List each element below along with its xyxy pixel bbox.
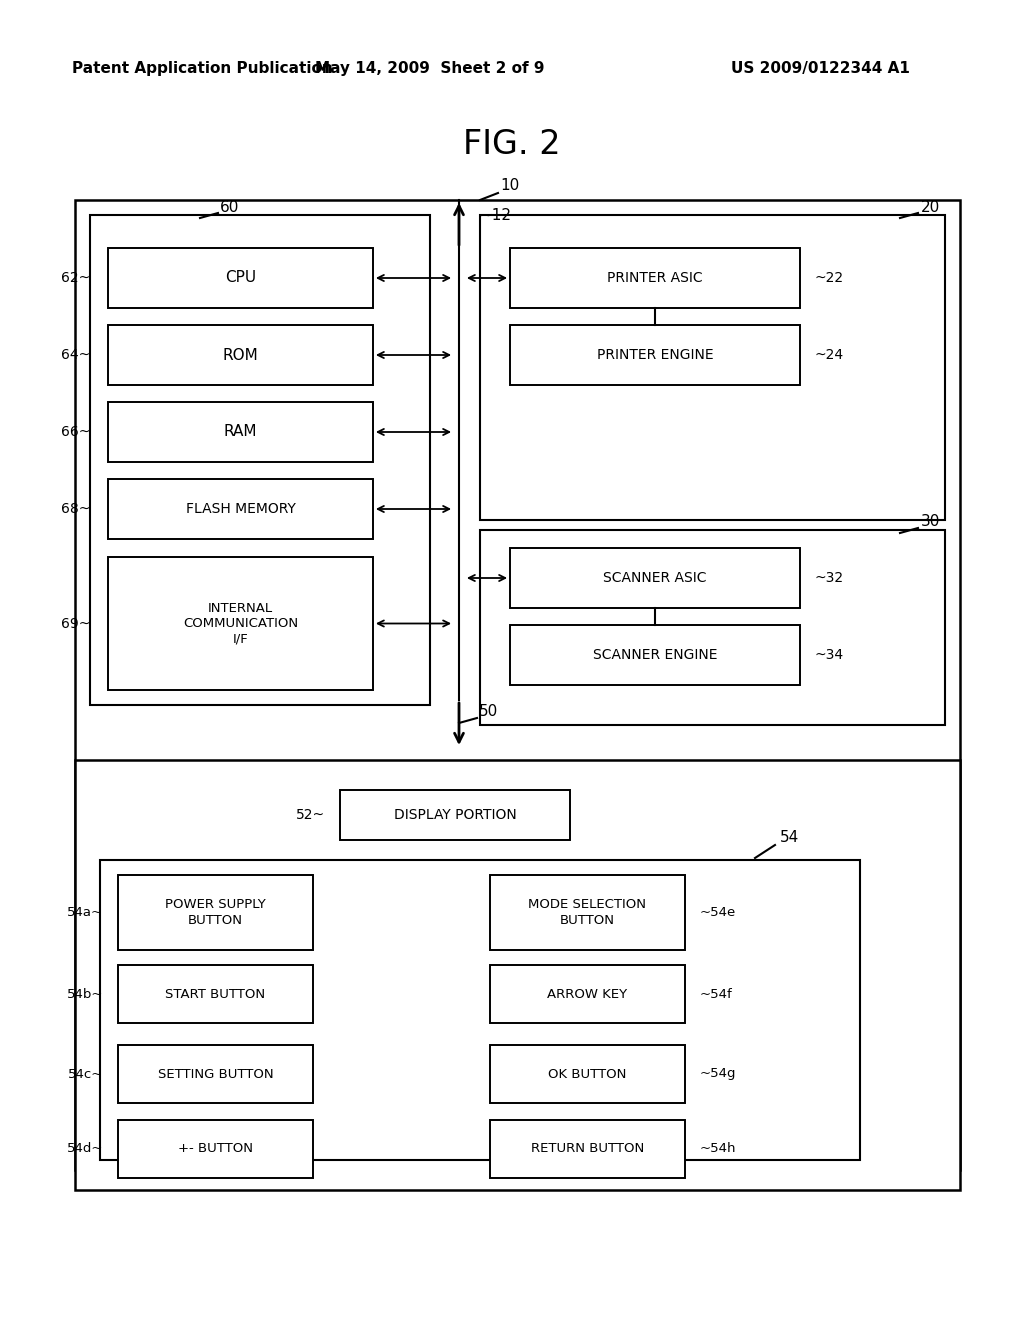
Bar [90, 215, 430, 705]
Text: OK BUTTON: OK BUTTON [548, 1068, 627, 1081]
Text: ~54e: ~54e [700, 906, 736, 919]
Text: POWER SUPPLY
BUTTON: POWER SUPPLY BUTTON [165, 899, 266, 927]
Text: 54: 54 [780, 830, 800, 846]
Text: 68~: 68~ [60, 502, 90, 516]
Text: RETURN BUTTON: RETURN BUTTON [530, 1143, 644, 1155]
Bar [510, 624, 800, 685]
Text: ~54f: ~54f [700, 987, 733, 1001]
Bar [480, 215, 945, 520]
Text: +- BUTTON: +- BUTTON [178, 1143, 253, 1155]
Text: SCANNER ENGINE: SCANNER ENGINE [593, 648, 717, 663]
Text: PRINTER ENGINE: PRINTER ENGINE [597, 348, 714, 362]
Bar [108, 325, 373, 385]
Bar [480, 531, 945, 725]
Bar [100, 861, 860, 1160]
Bar [118, 1119, 313, 1177]
Text: 64~: 64~ [60, 348, 90, 362]
Bar [118, 875, 313, 950]
Text: Patent Application Publication: Patent Application Publication [72, 61, 333, 75]
Text: 54b~: 54b~ [67, 987, 103, 1001]
Bar [490, 1045, 685, 1104]
Bar [108, 479, 373, 539]
Text: DISPLAY PORTION: DISPLAY PORTION [393, 808, 516, 822]
Text: 54a~: 54a~ [67, 906, 103, 919]
Text: INTERNAL
COMMUNICATION
I/F: INTERNAL COMMUNICATION I/F [183, 602, 298, 645]
Text: 54c~: 54c~ [68, 1068, 103, 1081]
Bar [510, 248, 800, 308]
Text: ARROW KEY: ARROW KEY [548, 987, 628, 1001]
Bar [75, 760, 961, 1191]
Text: 50: 50 [479, 705, 499, 719]
Bar [490, 875, 685, 950]
Text: SETTING BUTTON: SETTING BUTTON [158, 1068, 273, 1081]
Text: 66~: 66~ [60, 425, 90, 440]
Text: ~54h: ~54h [700, 1143, 736, 1155]
Bar [108, 557, 373, 690]
Text: 62~: 62~ [60, 271, 90, 285]
Text: START BUTTON: START BUTTON [166, 987, 265, 1001]
Text: May 14, 2009  Sheet 2 of 9: May 14, 2009 Sheet 2 of 9 [315, 61, 545, 75]
Text: 20: 20 [921, 199, 940, 214]
Text: ~22: ~22 [815, 271, 844, 285]
Text: 54d~: 54d~ [67, 1143, 103, 1155]
Text: ~34: ~34 [815, 648, 844, 663]
Text: ~54g: ~54g [700, 1068, 736, 1081]
Text: ~24: ~24 [815, 348, 844, 362]
Text: CPU: CPU [225, 271, 256, 285]
Text: 60: 60 [220, 199, 240, 214]
Text: FLASH MEMORY: FLASH MEMORY [185, 502, 296, 516]
Bar [108, 403, 373, 462]
Text: ~32: ~32 [815, 572, 844, 585]
Bar [118, 965, 313, 1023]
Text: PRINTER ASIC: PRINTER ASIC [607, 271, 702, 285]
Text: 52~: 52~ [296, 808, 325, 822]
Text: US 2009/0122344 A1: US 2009/0122344 A1 [730, 61, 909, 75]
Text: ~12: ~12 [479, 207, 511, 223]
Text: FIG. 2: FIG. 2 [463, 128, 561, 161]
Bar [510, 325, 800, 385]
Bar [108, 248, 373, 308]
Text: SCANNER ASIC: SCANNER ASIC [603, 572, 707, 585]
Bar [75, 201, 961, 1170]
Bar [490, 965, 685, 1023]
Bar [510, 548, 800, 609]
Text: ROM: ROM [222, 347, 258, 363]
Bar [490, 1119, 685, 1177]
Text: 10: 10 [501, 177, 519, 193]
Text: 69~: 69~ [60, 616, 90, 631]
Text: 30: 30 [921, 515, 940, 529]
Bar [118, 1045, 313, 1104]
Text: MODE SELECTION
BUTTON: MODE SELECTION BUTTON [528, 899, 646, 927]
Text: RAM: RAM [224, 425, 257, 440]
Bar [340, 789, 570, 840]
